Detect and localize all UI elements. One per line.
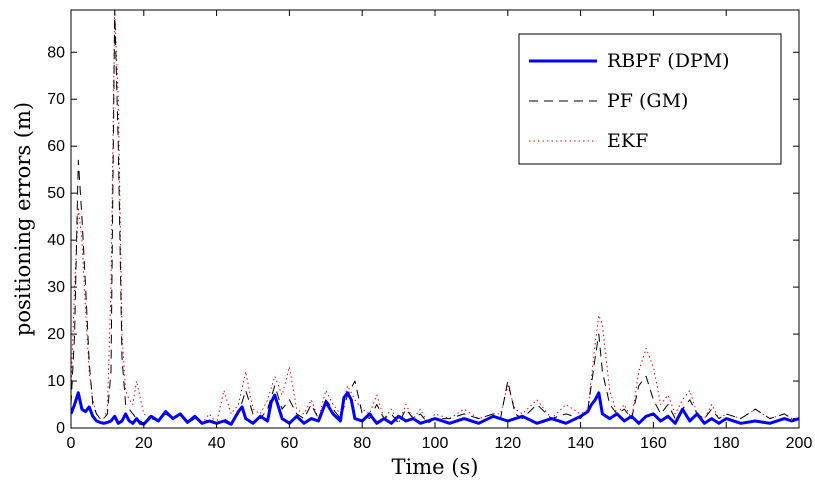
legend-label: EKF bbox=[607, 130, 648, 152]
y-tick-label: 40 bbox=[47, 232, 65, 249]
y-tick-label: 0 bbox=[56, 420, 65, 437]
legend-label: RBPF (DPM) bbox=[607, 50, 730, 72]
x-tick-label: 20 bbox=[135, 435, 153, 452]
legend-box bbox=[518, 33, 782, 165]
axis-ticks: 0 20 40 60 80 100 120 140 160 180 200 0 10 20 30 40 50 60… bbox=[47, 10, 812, 452]
series-line-pf-gm bbox=[71, 10, 799, 424]
x-tick-label: 0 bbox=[67, 435, 76, 452]
series-line-ekf bbox=[71, 10, 799, 424]
x-tick-label: 200 bbox=[786, 435, 813, 452]
x-tick-label: 80 bbox=[353, 435, 371, 452]
y-tick-label: 10 bbox=[47, 373, 65, 390]
y-tick-label: 20 bbox=[47, 326, 65, 343]
x-tick-label: 180 bbox=[713, 435, 740, 452]
x-axis-title: Time (s) bbox=[392, 455, 479, 479]
y-tick-label: 80 bbox=[47, 44, 65, 61]
x-tick-label: 60 bbox=[281, 435, 299, 452]
legend: RBPF (DPM) PF (GM) EKF bbox=[518, 33, 782, 165]
series-line-rbpf-dpm bbox=[71, 391, 799, 426]
x-tick-label: 40 bbox=[208, 435, 226, 452]
x-tick-label: 100 bbox=[422, 435, 449, 452]
y-tick-label: 50 bbox=[47, 185, 65, 202]
y-tick-label: 60 bbox=[47, 138, 65, 155]
x-tick-label: 140 bbox=[567, 435, 594, 452]
y-tick-label: 30 bbox=[47, 279, 65, 296]
y-axis-title: positioning errors (m) bbox=[11, 102, 35, 336]
y-tick-label: 70 bbox=[47, 91, 65, 108]
legend-label: PF (GM) bbox=[607, 90, 688, 112]
plot-area bbox=[71, 10, 799, 426]
x-tick-label: 120 bbox=[494, 435, 521, 452]
x-tick-label: 160 bbox=[640, 435, 667, 452]
